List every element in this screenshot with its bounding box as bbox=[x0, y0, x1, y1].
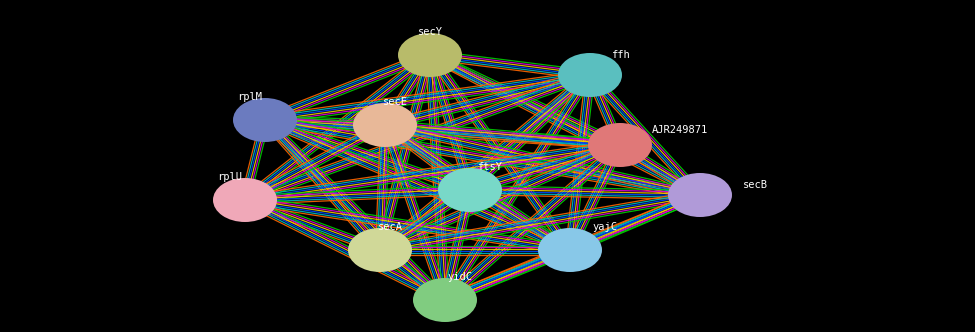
Text: rplU: rplU bbox=[217, 172, 243, 182]
Ellipse shape bbox=[538, 228, 602, 272]
Ellipse shape bbox=[233, 98, 297, 142]
Ellipse shape bbox=[588, 123, 652, 167]
Ellipse shape bbox=[398, 33, 462, 77]
Text: secA: secA bbox=[377, 222, 403, 232]
Ellipse shape bbox=[213, 178, 277, 222]
Text: AJR249871: AJR249871 bbox=[652, 125, 708, 135]
Text: ffh: ffh bbox=[610, 50, 630, 60]
Text: yajC: yajC bbox=[593, 222, 617, 232]
Text: secE: secE bbox=[382, 97, 408, 107]
Ellipse shape bbox=[353, 103, 417, 147]
Ellipse shape bbox=[558, 53, 622, 97]
Ellipse shape bbox=[413, 278, 477, 322]
Text: rplM: rplM bbox=[238, 92, 262, 102]
Ellipse shape bbox=[438, 168, 502, 212]
Text: ftsY: ftsY bbox=[478, 162, 502, 172]
Text: yidC: yidC bbox=[448, 272, 473, 282]
Ellipse shape bbox=[668, 173, 732, 217]
Text: secB: secB bbox=[743, 180, 767, 190]
Text: secY: secY bbox=[417, 27, 443, 37]
Ellipse shape bbox=[348, 228, 412, 272]
